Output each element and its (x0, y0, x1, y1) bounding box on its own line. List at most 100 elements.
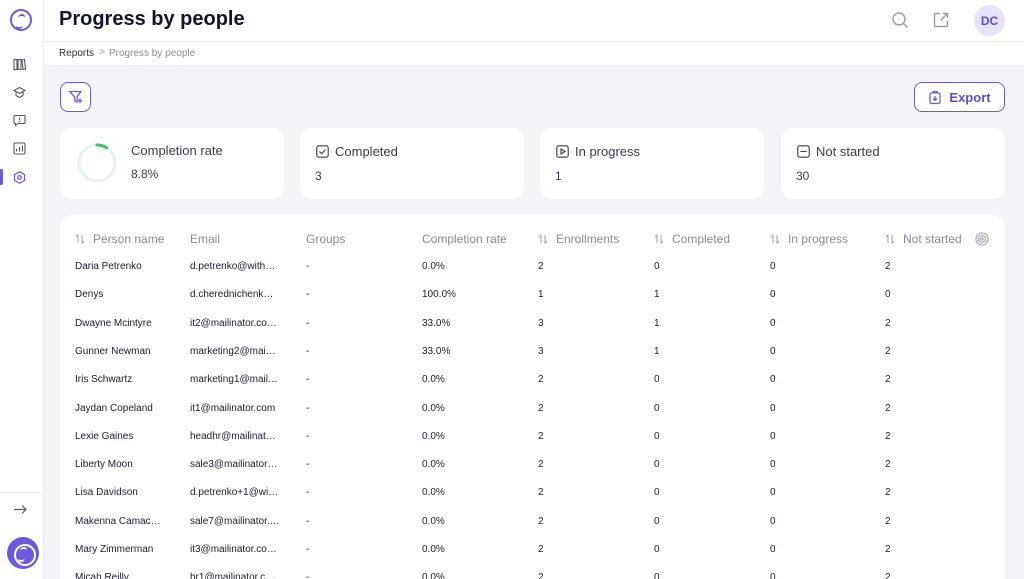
column-header-completed[interactable]: Completed (654, 232, 730, 246)
cell-completion-rate: 33.0% (422, 317, 451, 329)
cell-in-progress: 0 (770, 572, 776, 579)
cell-completed: 0 (654, 459, 660, 471)
user-avatar[interactable]: DC (974, 5, 1005, 36)
cell-not-started: 2 (885, 487, 891, 499)
cell-groups: - (306, 317, 310, 329)
completion-rate-label: Completion rate (131, 143, 223, 158)
app-logo[interactable] (10, 9, 32, 31)
minus-square-icon (797, 145, 810, 158)
export-button[interactable]: Export (914, 82, 1005, 112)
page-title: Progress by people (59, 8, 245, 30)
sort-icon (75, 234, 85, 244)
cell-not-started: 2 (885, 544, 891, 555)
column-header-in-progress[interactable]: In progress (770, 232, 848, 246)
cell-not-started: 2 (885, 430, 891, 442)
sort-icon (538, 234, 548, 244)
cell-completion-rate: 0.0% (422, 430, 445, 442)
cell-completion-rate: 0.0% (422, 374, 445, 386)
cell-person-name: Denys (75, 289, 104, 301)
cell-in-progress: 0 (770, 317, 776, 329)
sidebar (0, 0, 44, 579)
not-started-card: Not started 30 (781, 128, 1005, 199)
cell-enrollments: 2 (538, 261, 544, 272)
table-row[interactable]: Mary Zimmerman it3@mailinator.co… - 0.0% 2 0 0… (60, 536, 1005, 564)
reports-icon[interactable] (13, 142, 26, 155)
workspace-logo[interactable] (7, 537, 39, 569)
cell-not-started: 2 (885, 515, 891, 527)
completion-rate-value: 8.8% (131, 167, 159, 181)
cell-email: sale3@mailinator… (190, 459, 278, 471)
cell-not-started: 0 (885, 289, 891, 301)
cell-groups: - (306, 544, 310, 555)
cell-in-progress: 0 (770, 487, 776, 499)
in-progress-value: 1 (555, 169, 562, 183)
table-row[interactable]: Jaydan Copeland it1@mailinator.com - 0.0% 2 0… (60, 395, 1005, 423)
sort-icon (885, 234, 895, 244)
cell-completion-rate: 0.0% (422, 261, 445, 272)
cell-person-name: Iris Schwartz (75, 374, 133, 386)
cell-completion-rate: 0.0% (422, 515, 445, 527)
column-header-enrollments[interactable]: Enrollments (538, 232, 619, 246)
cell-completion-rate: 0.0% (422, 572, 445, 579)
column-header-not-started[interactable]: Not started (885, 232, 962, 246)
library-icon[interactable] (13, 58, 26, 71)
external-link-icon[interactable] (932, 11, 950, 29)
cell-in-progress: 0 (770, 374, 776, 386)
completion-rate-ring (77, 143, 117, 183)
table-row[interactable]: Denys d.cherednichenk… - 100.0% 1 1 0 0 (60, 281, 1005, 309)
cell-person-name: Makenna Camac… (75, 515, 161, 527)
courses-icon[interactable] (13, 86, 26, 99)
cell-not-started: 2 (885, 572, 891, 579)
table-row[interactable]: Gunner Newman marketing2@mai… - 33.0% 3 1 0 2 (60, 338, 1005, 366)
table-settings-icon[interactable] (975, 232, 989, 246)
table-row[interactable]: Daria Petrenko d.petrenko@with… - 0.0% 2 0 0 2 (60, 253, 1005, 281)
table-row[interactable]: Iris Schwartz marketing1@mail… - 0.0% 2 0 0 2 (60, 366, 1005, 394)
table-row[interactable]: Micah Reilly hr1@mailinator.c… - 0.0% 2 0 0 2 (60, 564, 1005, 579)
search-icon[interactable] (891, 11, 909, 29)
not-started-value: 30 (796, 169, 810, 183)
table-row[interactable]: Lisa Davidson d.petrenko+1@wi… - 0.0% 2 0 0 2 (60, 479, 1005, 507)
cell-not-started: 2 (885, 317, 891, 329)
table-row[interactable]: Liberty Moon sale3@mailinator… - 0.0% 2 0 0 2 (60, 451, 1005, 479)
cell-person-name: Micah Reilly (75, 572, 129, 579)
cell-groups: - (306, 515, 310, 527)
cell-email: d.cherednichenk… (190, 289, 274, 301)
cell-person-name: Gunner Newman (75, 345, 151, 357)
settings-nav-icon[interactable] (13, 171, 26, 184)
completed-card: Completed 3 (300, 128, 524, 199)
cell-groups: - (306, 374, 310, 386)
cell-enrollments: 2 (538, 430, 544, 442)
column-header-person-name[interactable]: Person name (75, 232, 164, 246)
active-nav-indicator (0, 169, 3, 185)
cell-in-progress: 0 (770, 402, 776, 414)
cell-in-progress: 0 (770, 544, 776, 555)
column-header-email[interactable]: Email (190, 232, 221, 246)
cell-email: it2@mailinator.co… (190, 317, 277, 329)
cell-not-started: 2 (885, 374, 891, 386)
table-row[interactable]: Lexie Gaines headhr@mailinat… - 0.0% 2 0 0 2 (60, 423, 1005, 451)
sort-icon (770, 234, 780, 244)
sort-icon (654, 234, 664, 244)
cell-completed: 1 (654, 289, 660, 301)
feedback-icon[interactable] (13, 114, 26, 127)
cell-not-started: 2 (885, 402, 891, 414)
expand-sidebar-icon[interactable] (13, 503, 28, 516)
cell-groups: - (306, 487, 310, 499)
cell-not-started: 2 (885, 459, 891, 471)
table-row[interactable]: Makenna Camac… sale7@mailinator.… - 0.0% 2 0 0… (60, 508, 1005, 536)
cell-not-started: 2 (885, 345, 891, 357)
filter-button[interactable] (60, 82, 91, 112)
column-header-groups[interactable]: Groups (306, 232, 346, 246)
check-square-icon (316, 145, 329, 158)
cell-in-progress: 0 (770, 289, 776, 301)
breadcrumb-separator: > (99, 47, 105, 58)
breadcrumb-reports-link[interactable]: Reports (59, 48, 95, 59)
cell-email: it1@mailinator.com (190, 402, 276, 414)
cell-completed: 0 (654, 374, 660, 386)
cell-enrollments: 2 (538, 544, 544, 555)
breadcrumb: Reports > Progress by people (44, 42, 1024, 66)
people-table: Person name Email Groups Completion rate… (60, 215, 1005, 579)
table-row[interactable]: Dwayne Mcintyre it2@mailinator.co… - 33.0% 3… (60, 310, 1005, 338)
cell-enrollments: 2 (538, 459, 544, 471)
column-header-completion-rate[interactable]: Completion rate (422, 232, 507, 246)
